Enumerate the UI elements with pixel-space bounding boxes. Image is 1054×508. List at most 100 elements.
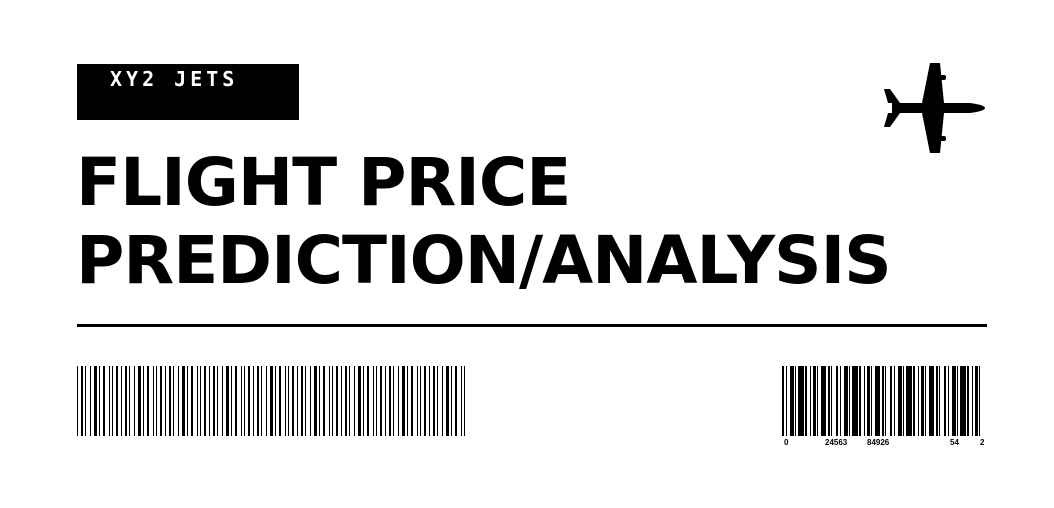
barcode-bar bbox=[890, 366, 892, 436]
barcode-bar bbox=[429, 366, 430, 436]
barcode-bar bbox=[257, 366, 259, 436]
barcode-bar bbox=[261, 366, 262, 436]
barcode-bar bbox=[939, 366, 940, 436]
barcode-bar bbox=[209, 366, 210, 436]
barcode-bar bbox=[367, 366, 369, 436]
barcode-bar bbox=[790, 366, 794, 436]
barcode-bar bbox=[310, 366, 311, 436]
barcode-bar bbox=[323, 366, 325, 436]
barcode-bar bbox=[849, 366, 850, 436]
barcode-bar bbox=[156, 366, 157, 436]
barcode-bar bbox=[805, 366, 807, 436]
page-title: FLIGHT PRICE PREDICTION/ANALYSIS bbox=[76, 144, 892, 300]
barcode-bar bbox=[279, 366, 281, 436]
barcode-bar bbox=[446, 366, 449, 436]
barcode-bar bbox=[407, 366, 408, 436]
barcode-bar bbox=[894, 366, 895, 436]
barcode-bar bbox=[336, 366, 338, 436]
barcode-bar bbox=[191, 366, 193, 436]
brand-name: XY2 JETS bbox=[110, 67, 239, 91]
barcode-bar bbox=[153, 366, 154, 436]
barcode-bar bbox=[292, 366, 294, 436]
barcode-bar bbox=[349, 366, 350, 436]
barcode-bar bbox=[913, 366, 915, 436]
barcode-bar bbox=[944, 366, 946, 436]
barcode-bar bbox=[109, 366, 110, 436]
barcode-bar bbox=[864, 366, 865, 436]
barcode-bar bbox=[882, 366, 884, 436]
barcode-bar bbox=[844, 366, 848, 436]
barcode-bar bbox=[275, 366, 276, 436]
barcode-bar bbox=[345, 366, 347, 436]
barcode-bar bbox=[918, 366, 919, 436]
barcode-bar bbox=[248, 366, 250, 436]
barcode-bar bbox=[385, 366, 386, 436]
barcode-bar bbox=[798, 366, 804, 436]
barcode-bar bbox=[898, 366, 902, 436]
barcode-bar bbox=[831, 366, 832, 436]
barcode-bar bbox=[795, 366, 796, 436]
title-line-2: PREDICTION/ANALYSIS bbox=[76, 222, 892, 299]
barcode-bar bbox=[94, 366, 97, 436]
barcode-bar bbox=[836, 366, 838, 436]
barcode-bar bbox=[398, 366, 399, 436]
brand-label: XY2 JETS bbox=[77, 64, 299, 120]
barcode-bar bbox=[948, 366, 949, 436]
barcode-digit-group: 84926 bbox=[867, 438, 890, 447]
barcode-bar bbox=[160, 366, 162, 436]
barcode-bar bbox=[241, 366, 242, 436]
barcode-bar bbox=[424, 366, 426, 436]
barcode-bar bbox=[376, 366, 377, 436]
barcode-bar bbox=[461, 366, 462, 436]
barcode-bar bbox=[301, 366, 303, 436]
barcode-bar bbox=[226, 366, 229, 436]
barcode-bar bbox=[204, 366, 206, 436]
barcode-bar bbox=[182, 366, 185, 436]
barcode-bar bbox=[906, 366, 912, 436]
barcode-bar bbox=[852, 366, 858, 436]
barcode-bar bbox=[314, 366, 317, 436]
barcode-bar bbox=[828, 366, 830, 436]
barcode-bar bbox=[782, 366, 784, 436]
barcode-bar bbox=[972, 366, 973, 436]
barcode-bar bbox=[402, 366, 405, 436]
barcode-bar bbox=[244, 366, 245, 436]
barcode-bar bbox=[187, 366, 188, 436]
barcode-bar bbox=[455, 366, 457, 436]
barcode-bar bbox=[859, 366, 861, 436]
barcode-bar bbox=[125, 366, 127, 436]
barcode-bar bbox=[817, 366, 818, 436]
barcode-bar bbox=[77, 366, 78, 436]
barcode-bar bbox=[81, 366, 83, 436]
barcode-digit-group: 2 bbox=[980, 438, 985, 447]
barcode-bar bbox=[885, 366, 886, 436]
barcode-bar bbox=[810, 366, 811, 436]
barcode-bar bbox=[929, 366, 934, 436]
barcode-bar bbox=[393, 366, 394, 436]
title-line-1: FLIGHT PRICE bbox=[76, 144, 571, 221]
barcode-bar bbox=[288, 366, 289, 436]
barcode-bar bbox=[442, 366, 443, 436]
barcode-bar bbox=[178, 366, 179, 436]
barcode-bar bbox=[925, 366, 926, 436]
barcode-bar bbox=[99, 366, 100, 436]
barcode-bar bbox=[389, 366, 391, 436]
barcode-bar bbox=[433, 366, 435, 436]
barcode-bar bbox=[380, 366, 382, 436]
barcode-bar bbox=[134, 366, 135, 436]
airplane-icon bbox=[884, 63, 985, 153]
barcode-bar bbox=[871, 366, 872, 436]
barcode-bar bbox=[373, 366, 374, 436]
barcode-bar bbox=[305, 366, 306, 436]
barcode-bar bbox=[813, 366, 816, 436]
barcode-bar bbox=[297, 366, 298, 436]
barcode-bar bbox=[90, 366, 91, 436]
barcode-bar bbox=[358, 366, 361, 436]
barcode-bar bbox=[270, 366, 273, 436]
barcode-bar bbox=[451, 366, 452, 436]
barcode-bar bbox=[253, 366, 254, 436]
barcode-bar bbox=[285, 366, 286, 436]
barcode-bar bbox=[967, 366, 969, 436]
barcode-bar bbox=[103, 366, 105, 436]
barcode-bar bbox=[411, 366, 413, 436]
